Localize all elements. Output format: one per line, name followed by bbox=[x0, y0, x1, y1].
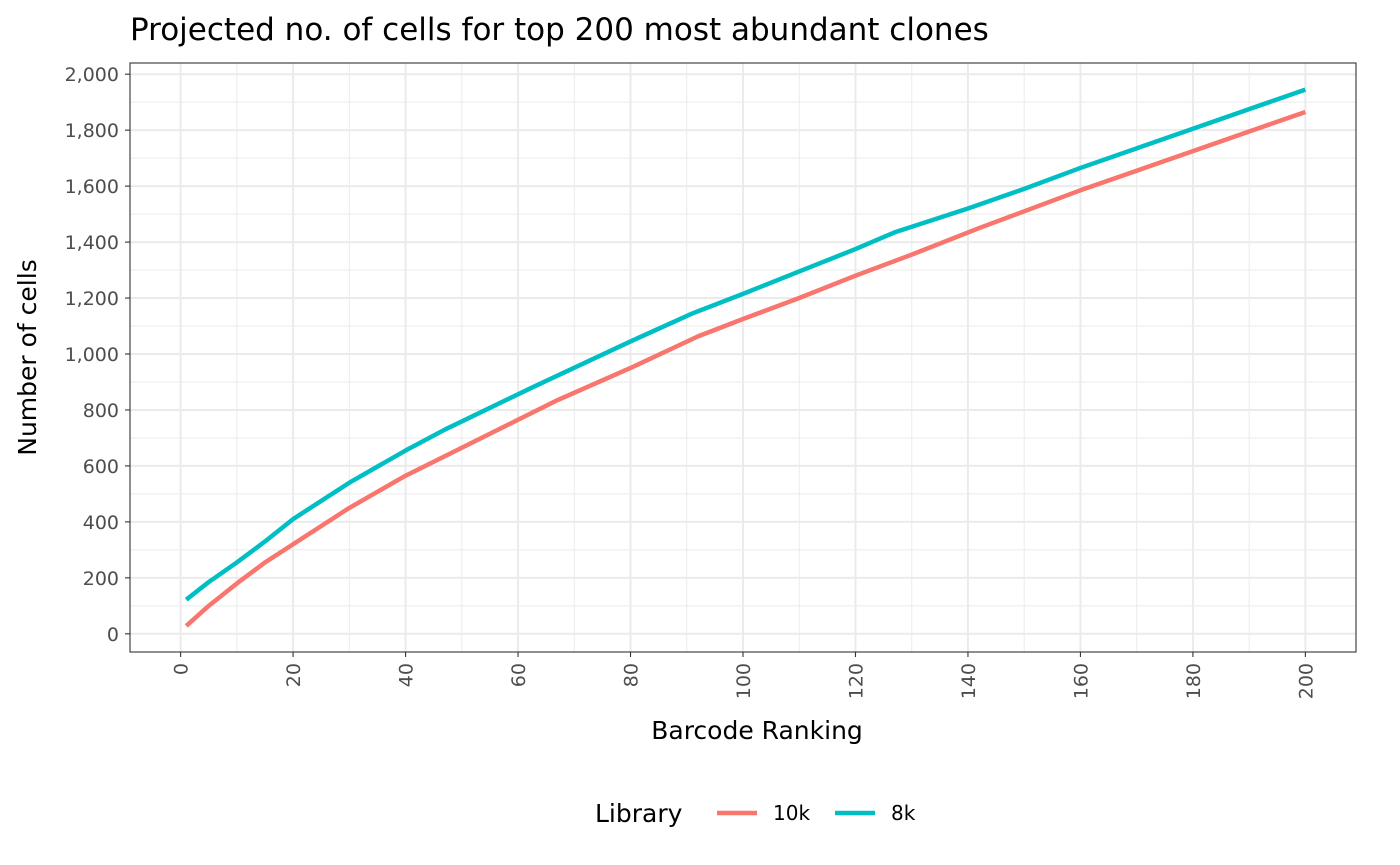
y-tick-label: 600 bbox=[83, 456, 119, 478]
legend-label-8k: 8k bbox=[891, 801, 916, 825]
x-tick-label: 0 bbox=[171, 663, 193, 675]
axis-layer: 02004006008001,0001,2001,4001,6001,8002,… bbox=[65, 64, 1318, 699]
x-tick-label: 40 bbox=[396, 663, 418, 687]
y-tick-label: 0 bbox=[107, 624, 119, 646]
x-tick-label: 160 bbox=[1070, 663, 1092, 699]
y-tick-label: 1,800 bbox=[65, 120, 119, 142]
x-tick-label: 80 bbox=[621, 663, 643, 687]
legend-title: Library bbox=[595, 799, 683, 828]
series-layer bbox=[184, 87, 1307, 628]
legend: Library 10k 8k bbox=[595, 799, 916, 828]
x-tick-label: 140 bbox=[958, 663, 980, 699]
x-tick-label: 100 bbox=[733, 663, 755, 699]
y-tick-label: 1,600 bbox=[65, 176, 119, 198]
y-tick-label: 1,000 bbox=[65, 344, 119, 366]
y-tick-label: 1,200 bbox=[65, 288, 119, 310]
grid-layer bbox=[130, 63, 1356, 652]
x-tick-label: 60 bbox=[508, 663, 530, 687]
legend-label-10k: 10k bbox=[773, 801, 810, 825]
series-line-10k bbox=[184, 109, 1307, 628]
x-tick-label: 200 bbox=[1295, 663, 1317, 699]
x-tick-label: 120 bbox=[845, 663, 867, 699]
y-tick-label: 400 bbox=[83, 512, 119, 534]
y-axis-title: Number of cells bbox=[13, 259, 42, 455]
series-line-8k bbox=[184, 87, 1307, 602]
y-tick-label: 1,400 bbox=[65, 232, 119, 254]
y-tick-label: 2,000 bbox=[65, 64, 119, 86]
y-tick-label: 200 bbox=[83, 568, 119, 590]
chart-title: Projected no. of cells for top 200 most … bbox=[130, 12, 989, 48]
legend-items: 10k 8k bbox=[717, 801, 916, 825]
x-tick-label: 20 bbox=[283, 663, 305, 687]
y-tick-label: 800 bbox=[83, 400, 119, 422]
x-tick-label: 180 bbox=[1183, 663, 1205, 699]
x-axis-title: Barcode Ranking bbox=[651, 716, 863, 745]
